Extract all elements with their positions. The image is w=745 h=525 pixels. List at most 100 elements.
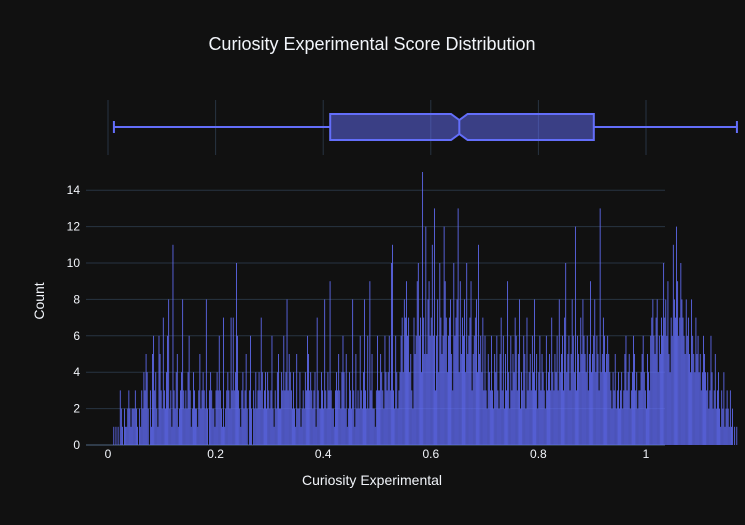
histogram-bar bbox=[141, 390, 143, 445]
histogram-bar bbox=[352, 299, 354, 445]
histogram-bar bbox=[125, 426, 127, 445]
histogram-bar bbox=[458, 372, 460, 445]
histogram-bar bbox=[566, 372, 568, 445]
histogram-bar bbox=[305, 390, 307, 445]
histogram-bar bbox=[149, 390, 151, 445]
histogram-bar bbox=[577, 335, 578, 445]
histogram-bar bbox=[638, 390, 640, 445]
histogram-bar bbox=[255, 372, 257, 445]
histogram-bar bbox=[734, 426, 736, 445]
histogram-bar bbox=[497, 390, 499, 445]
histogram-bar bbox=[709, 390, 711, 445]
histogram-bar bbox=[272, 408, 274, 445]
y-axis-title: Count bbox=[31, 282, 47, 319]
histogram-bar bbox=[145, 354, 147, 445]
histogram-bar bbox=[655, 317, 657, 445]
histogram-bar bbox=[387, 372, 389, 445]
histogram-bar bbox=[355, 354, 357, 445]
histogram-bar bbox=[258, 372, 260, 445]
histogram-bar bbox=[244, 390, 246, 445]
histogram-bar bbox=[701, 372, 703, 445]
histogram-bar bbox=[554, 354, 556, 445]
histogram-bar bbox=[707, 372, 709, 445]
histogram-bar bbox=[549, 354, 550, 445]
histogram-bar bbox=[517, 354, 519, 445]
histogram-bar bbox=[344, 408, 346, 445]
histogram-bar bbox=[203, 390, 205, 445]
histogram-bar bbox=[728, 426, 730, 445]
histogram-bar bbox=[531, 335, 533, 445]
histogram-bar bbox=[379, 390, 380, 445]
x-axis-title: Curiosity Experimental bbox=[302, 472, 442, 488]
histogram-bar bbox=[672, 244, 674, 445]
histogram-bar bbox=[623, 390, 625, 445]
histogram-bar bbox=[637, 408, 639, 445]
histogram-bar bbox=[291, 408, 293, 445]
histogram-bar bbox=[644, 390, 646, 445]
histogram-bar bbox=[478, 244, 479, 445]
histogram-bar bbox=[481, 372, 483, 445]
histogram-bar bbox=[364, 299, 365, 445]
histogram-bar bbox=[260, 317, 262, 445]
histogram-bar bbox=[552, 372, 554, 445]
histogram-bar bbox=[191, 408, 193, 445]
histogram-bar bbox=[675, 317, 676, 445]
histogram-bar bbox=[594, 299, 596, 445]
histogram-bar bbox=[220, 408, 222, 445]
histogram-bar bbox=[724, 426, 726, 445]
histogram-bar bbox=[489, 390, 491, 445]
histogram-bar bbox=[462, 317, 463, 445]
histogram-bar bbox=[295, 426, 297, 445]
histogram-bar bbox=[414, 354, 416, 445]
histogram-bar bbox=[582, 299, 584, 445]
histogram-bar bbox=[119, 390, 121, 445]
histogram-bar bbox=[172, 244, 174, 445]
histogram-bar bbox=[715, 408, 717, 445]
histogram-bar bbox=[444, 281, 446, 445]
histogram-bar bbox=[647, 354, 648, 445]
histogram-bar bbox=[470, 281, 472, 445]
histogram-bar bbox=[233, 390, 235, 445]
histogram-bar bbox=[183, 390, 185, 445]
histogram-bar bbox=[537, 408, 539, 445]
histogram-bar bbox=[307, 335, 308, 445]
histogram-bar bbox=[503, 408, 505, 445]
histogram-bar bbox=[624, 354, 626, 445]
histogram-bar bbox=[639, 390, 641, 445]
histogram-bar bbox=[281, 372, 283, 445]
histogram-bar bbox=[677, 281, 679, 445]
histogram-bar bbox=[406, 281, 407, 445]
histogram-bar bbox=[296, 354, 298, 445]
histogram-bar bbox=[270, 390, 272, 445]
histogram-bar bbox=[236, 263, 237, 445]
histogram-bar bbox=[302, 390, 304, 445]
histogram-bar bbox=[330, 390, 332, 445]
histogram-bar bbox=[130, 426, 132, 445]
histogram-bar bbox=[650, 335, 652, 445]
histogram-bar bbox=[540, 390, 542, 445]
histogram-bar bbox=[687, 317, 689, 445]
histogram-bar bbox=[325, 390, 327, 445]
histogram-bar bbox=[209, 390, 210, 445]
histogram-bar bbox=[426, 354, 428, 445]
histogram-bar bbox=[274, 390, 276, 445]
histogram-bar bbox=[321, 372, 322, 445]
histogram-bar bbox=[147, 408, 149, 445]
histogram-bar bbox=[346, 426, 348, 445]
histogram-bar bbox=[670, 317, 672, 445]
histogram-bar bbox=[229, 408, 231, 445]
histogram-bar bbox=[342, 335, 344, 445]
histogram-bar bbox=[653, 335, 655, 445]
histogram-bar bbox=[127, 408, 129, 445]
histogram-bar bbox=[598, 390, 600, 445]
histogram-bar bbox=[564, 317, 566, 445]
histogram-bar bbox=[121, 426, 123, 445]
y-tick-label: 0 bbox=[73, 438, 80, 452]
histogram-bar bbox=[402, 372, 404, 445]
histogram-bar bbox=[681, 299, 683, 445]
histogram-bar bbox=[243, 408, 245, 445]
histogram-bar bbox=[454, 335, 456, 445]
histogram-bar bbox=[216, 372, 218, 445]
histogram-bar bbox=[359, 335, 361, 445]
histogram-bar bbox=[581, 354, 583, 445]
